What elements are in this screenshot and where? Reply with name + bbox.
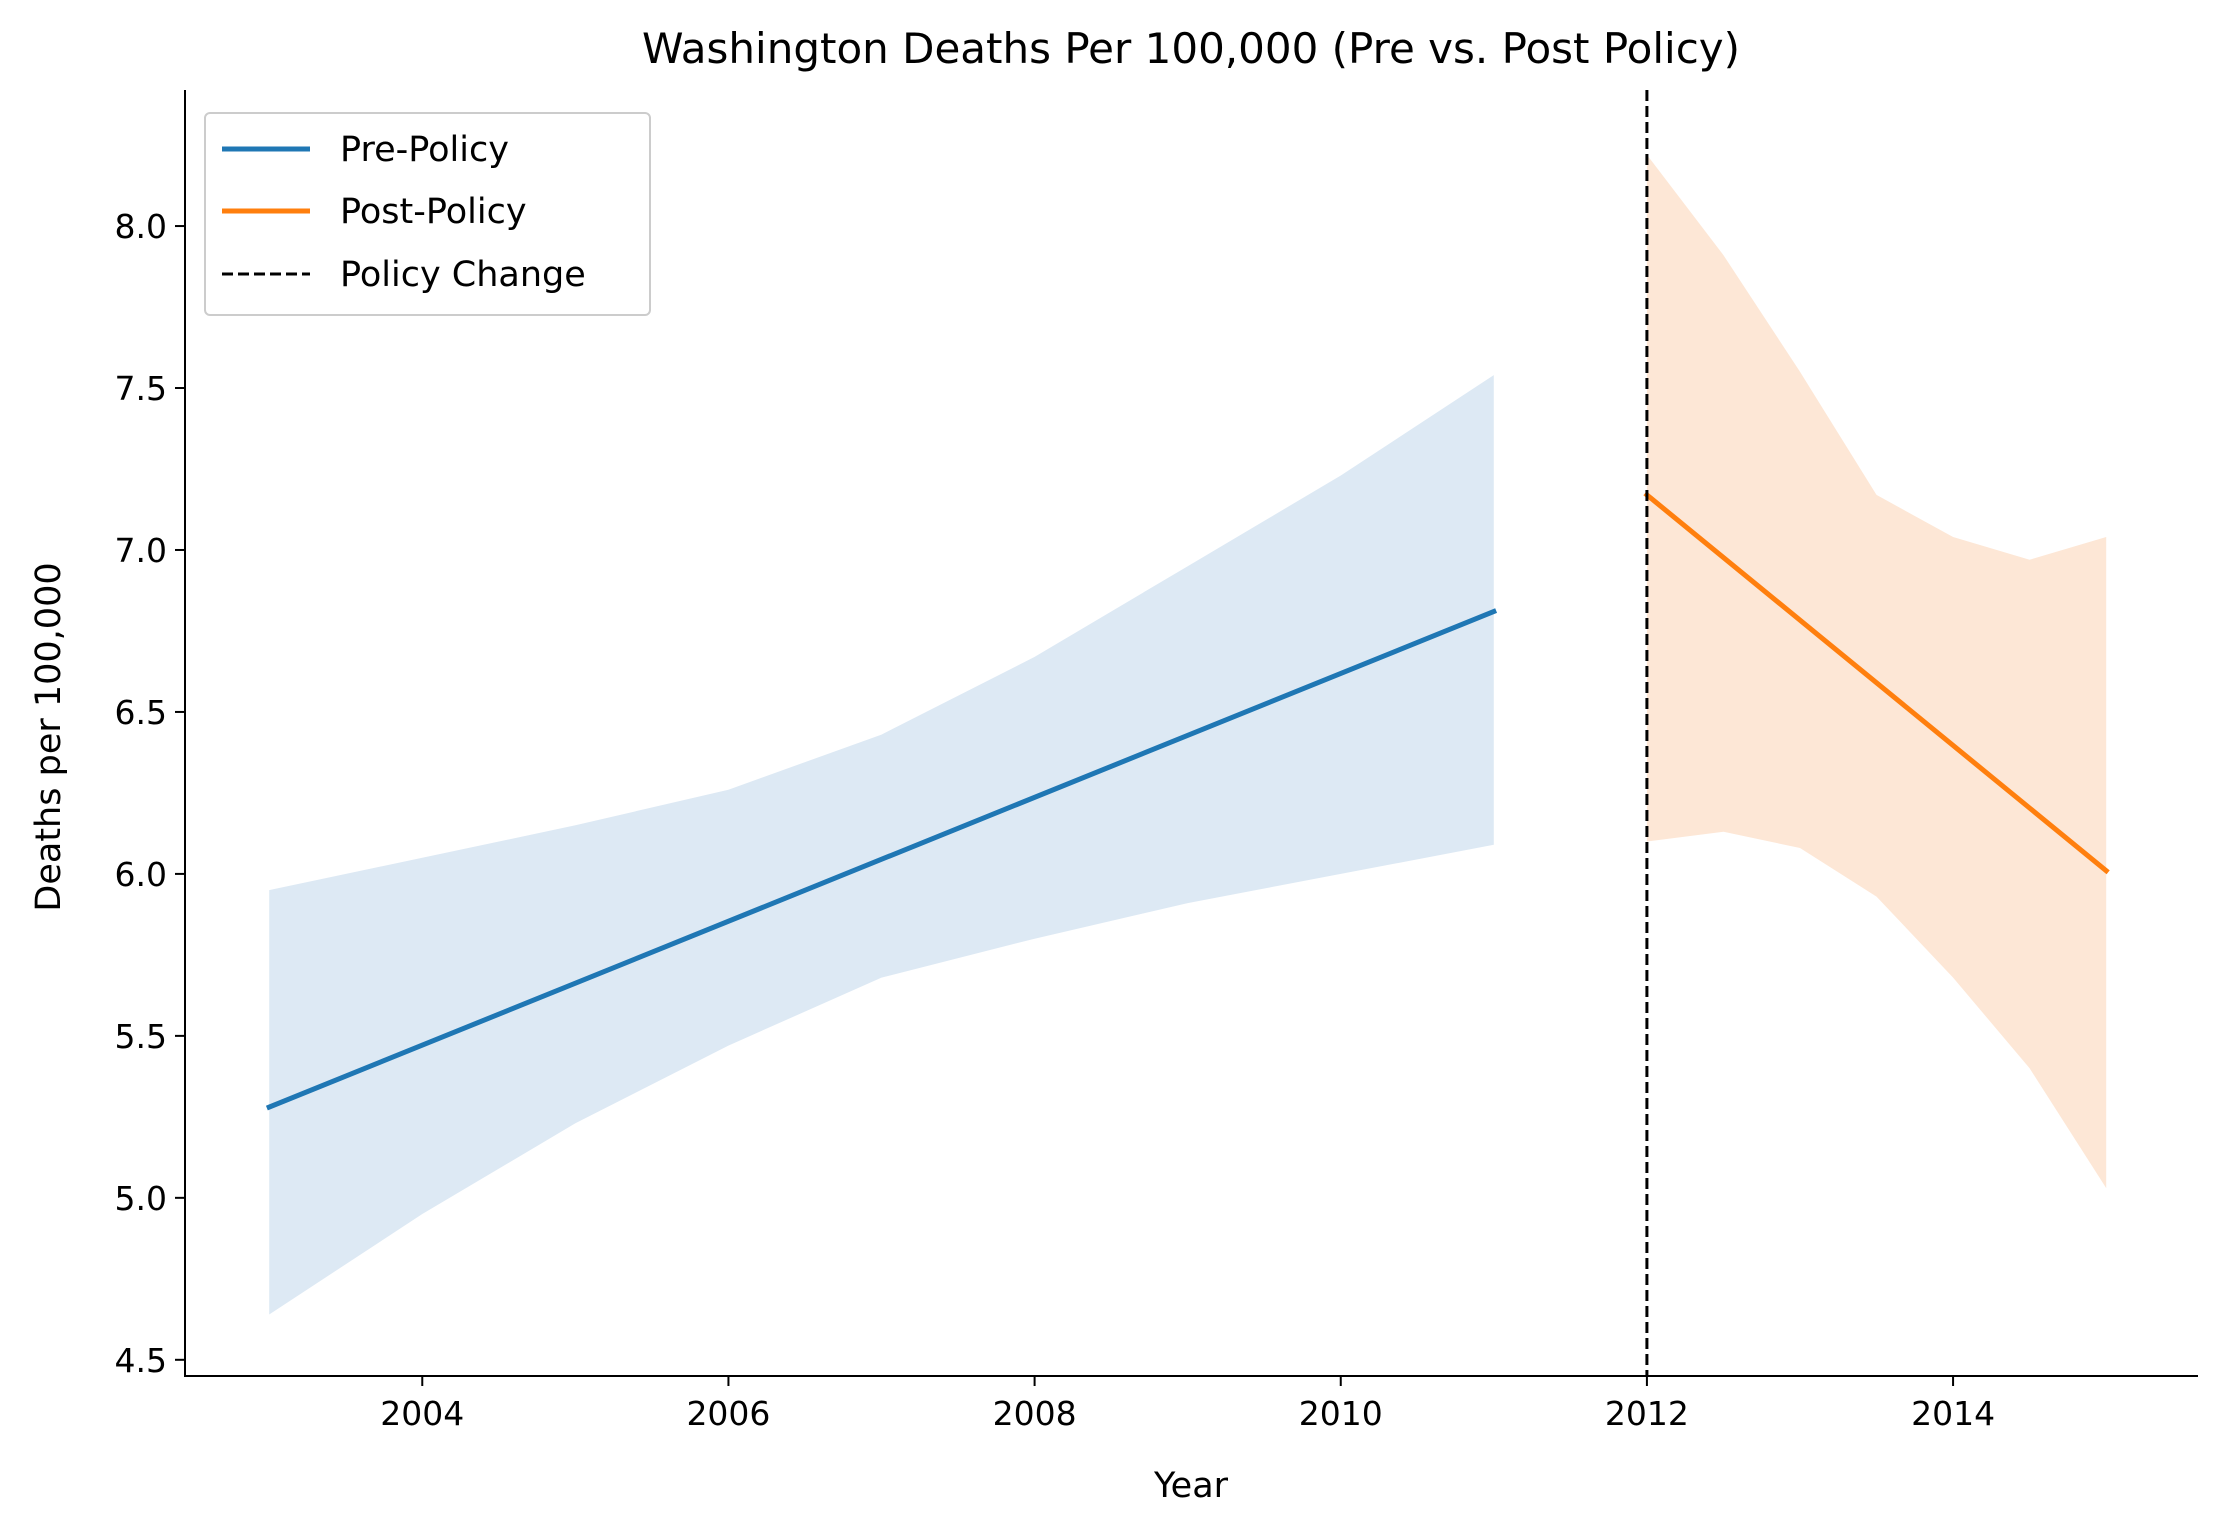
line-post-policy: [1643, 491, 2110, 875]
axes: [184, 90, 2198, 1377]
y-tick-label-5-0: 5.0: [115, 1179, 167, 1218]
legend: Pre-Policy Post-Policy Policy Change: [204, 112, 651, 316]
x-tick-label-2008: 2008: [993, 1394, 1077, 1433]
y-tick-label-6-5: 6.5: [115, 693, 167, 732]
y-tick-label-8-0: 8.0: [115, 207, 167, 246]
legend-frame: [204, 112, 651, 316]
y-tick-label-5-5: 5.5: [115, 1017, 167, 1056]
x-axis-label: Year: [1153, 1466, 1229, 1506]
legend-label-policy-change: Policy Change: [340, 255, 586, 295]
y-tick-label-7-5: 7.5: [115, 369, 167, 408]
x-tick-label-2014: 2014: [1911, 1394, 1995, 1433]
chart-title: Washington Deaths Per 100,000 (Pre vs. P…: [642, 24, 1740, 73]
line-pre-policy: [265, 608, 1498, 1111]
ticks: 2004 2006 2008 2010 2012 2014 4.5 5.0 5.5 6.0 6.5 7…: [115, 207, 1996, 1433]
legend-label-post-policy: Post-Policy: [340, 192, 527, 232]
band-pre-policy: [269, 375, 1494, 1315]
y-tick-label-4-5: 4.5: [115, 1341, 167, 1380]
x-tick-label-2012: 2012: [1605, 1394, 1689, 1433]
series-lines: [265, 491, 2110, 1111]
x-tick-label-2010: 2010: [1299, 1394, 1383, 1433]
x-tick-label-2004: 2004: [380, 1394, 464, 1433]
x-tick-label-2006: 2006: [686, 1394, 770, 1433]
confidence-bands: [269, 154, 2107, 1315]
y-tick-label-6-0: 6.0: [115, 855, 167, 894]
band-post-policy: [1646, 154, 2107, 1189]
y-tick-label-7-0: 7.0: [115, 531, 167, 570]
y-axis-label: Deaths per 100,000: [29, 562, 69, 911]
legend-label-pre-policy: Pre-Policy: [340, 130, 509, 170]
